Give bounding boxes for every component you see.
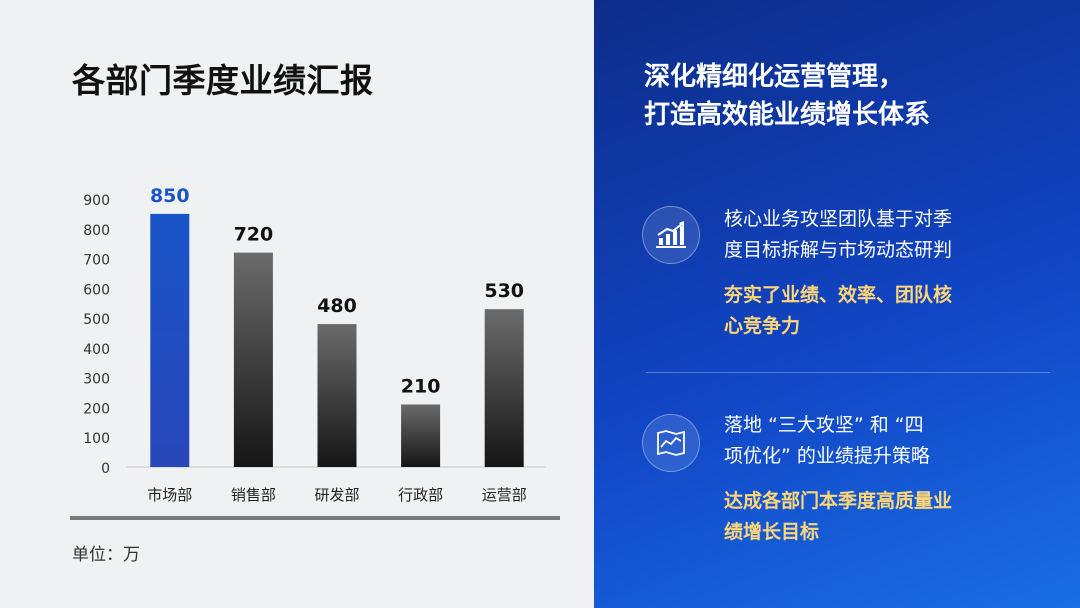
y-tick-label: 0 — [101, 461, 110, 477]
x-tick-label: 行政部 — [398, 486, 443, 504]
x-tick-label: 运营部 — [482, 486, 527, 504]
block2-emphasis: 达成各部门本季度高质量业 绩增长目标 — [724, 486, 1014, 548]
bar-value-label: 850 — [150, 185, 190, 207]
headline-line-2: 打造高效能业绩增长体系 — [644, 100, 931, 130]
block2-emph-line-2: 绩增长目标 — [724, 521, 820, 543]
bar-value-label: 720 — [234, 224, 274, 246]
x-tick-label: 销售部 — [231, 486, 276, 504]
left-panel: 各部门季度业绩汇报 0 100 200 300 400 500 600 700 800 900 85… — [70, 61, 560, 565]
strategy-block-1-text: 核心业务攻坚团队基于对季 度目标拆解与市场动态研判 夯实了业绩、效率、团队核 心… — [724, 204, 1014, 342]
page-title: 各部门季度业绩汇报 — [72, 61, 374, 100]
block1-desc-line-2: 度目标拆解与市场动态研判 — [724, 239, 953, 261]
block1-description: 核心业务攻坚团队基于对季 度目标拆解与市场动态研判 — [724, 204, 1014, 266]
bar — [233, 252, 273, 467]
y-tick-label: 900 — [83, 193, 110, 209]
y-tick-label: 600 — [83, 282, 110, 298]
x-tick-label: 研发部 — [314, 486, 359, 504]
growth-chart-icon — [642, 206, 700, 264]
chart-footer-bar — [70, 516, 560, 520]
bar-value-label: 530 — [484, 280, 524, 302]
unit-note: 单位：万 — [72, 545, 140, 565]
bar — [150, 213, 190, 467]
y-tick-label: 100 — [83, 431, 110, 447]
right-panel: 深化精细化运营管理， 打造高效能业绩增长体系 核心业务攻坚团队基于对季 度目 — [594, 0, 1080, 608]
bar-chart: 0 100 200 300 400 500 600 700 800 900 850 市场部 720 销售部… — [70, 185, 560, 520]
headline: 深化精细化运营管理， 打造高效能业绩增长体系 — [644, 58, 1064, 134]
y-tick-label: 800 — [83, 223, 110, 239]
block2-emph-line-1: 达成各部门本季度高质量业 — [724, 490, 953, 512]
x-tick-label: 市场部 — [147, 486, 192, 504]
y-tick-label: 400 — [83, 342, 110, 358]
block1-emphasis: 夯实了业绩、效率、团队核 心竞争力 — [724, 280, 1014, 342]
block1-emph-line-2: 心竞争力 — [724, 315, 801, 337]
y-tick-label: 700 — [83, 253, 110, 269]
y-tick-label: 500 — [83, 312, 110, 328]
bar-value-label: 210 — [401, 375, 441, 397]
block1-emph-line-1: 夯实了业绩、效率、团队核 — [724, 284, 953, 306]
y-tick-label: 200 — [83, 401, 110, 417]
bar — [401, 404, 441, 467]
bar — [484, 309, 524, 467]
strategy-block-2-text: 落地 “三大攻坚” 和 “四 项优化” 的业绩提升策略 达成各部门本季度高质量业… — [724, 410, 1014, 548]
block2-desc-line-2: 项优化” 的业绩提升策略 — [724, 445, 930, 467]
divider — [646, 372, 1050, 373]
headline-line-1: 深化精细化运营管理， — [644, 62, 905, 92]
bar — [317, 324, 357, 467]
block2-desc-line-1: 落地 “三大攻坚” 和 “四 — [724, 414, 924, 436]
y-tick-label: 300 — [83, 372, 110, 388]
block2-description: 落地 “三大攻坚” 和 “四 项优化” 的业绩提升策略 — [724, 410, 1014, 472]
bar-value-label: 480 — [317, 295, 357, 317]
map-icon — [642, 414, 700, 472]
block1-desc-line-1: 核心业务攻坚团队基于对季 — [724, 208, 953, 230]
